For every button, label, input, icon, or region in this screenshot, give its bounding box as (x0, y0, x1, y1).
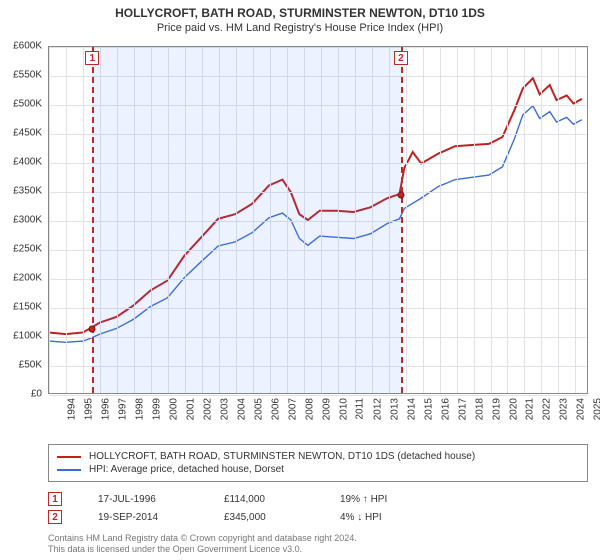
x-tick-label: 2002 (202, 398, 213, 420)
x-tick-label: 2021 (525, 398, 536, 420)
event-marker-line (401, 47, 403, 393)
x-tick-label: 2007 (287, 398, 298, 420)
x-tick-label: 2023 (559, 398, 570, 420)
y-tick-label: £250K (13, 244, 42, 255)
transaction-hpi-delta: 19% ↑ HPI (340, 494, 387, 505)
transaction-row: 2 19-SEP-2014 £345,000 4% ↓ HPI (48, 508, 588, 526)
y-tick-label: £350K (13, 186, 42, 197)
y-tick-label: £500K (13, 99, 42, 110)
legend-label: HPI: Average price, detached house, Dors… (89, 464, 284, 475)
legend-swatch (57, 469, 81, 471)
chart-title: HOLLYCROFT, BATH ROAD, STURMINSTER NEWTO… (0, 6, 600, 20)
highlight-band (92, 47, 401, 393)
x-tick-label: 1999 (151, 398, 162, 420)
x-tick-label: 2017 (457, 398, 468, 420)
y-tick-label: £100K (13, 331, 42, 342)
x-tick-label: 2014 (406, 398, 417, 420)
y-tick-label: £200K (13, 273, 42, 284)
plot-area: 12 (48, 46, 588, 394)
x-tick-label: 2006 (270, 398, 281, 420)
transaction-number-box: 2 (48, 510, 62, 524)
x-tick-label: 2019 (491, 398, 502, 420)
x-tick-label: 2008 (304, 398, 315, 420)
footer-attribution: Contains HM Land Registry data © Crown c… (48, 533, 357, 556)
x-tick-label: 2013 (389, 398, 400, 420)
footer-line-1: Contains HM Land Registry data © Crown c… (48, 533, 357, 545)
x-tick-label: 2025 (593, 398, 600, 420)
transactions-table: 1 17-JUL-1996 £114,000 19% ↑ HPI 2 19-SEP-201… (48, 490, 588, 526)
y-tick-label: £400K (13, 157, 42, 168)
y-tick-label: £600K (13, 41, 42, 52)
legend: HOLLYCROFT, BATH ROAD, STURMINSTER NEWTO… (48, 444, 588, 482)
y-tick-label: £150K (13, 302, 42, 313)
legend-label: HOLLYCROFT, BATH ROAD, STURMINSTER NEWTO… (89, 451, 475, 462)
x-tick-label: 2016 (440, 398, 451, 420)
y-tick-label: £300K (13, 215, 42, 226)
transaction-date: 17-JUL-1996 (98, 494, 188, 505)
footer-line-2: This data is licensed under the Open Gov… (48, 544, 357, 556)
x-tick-label: 1997 (117, 398, 128, 420)
y-tick-label: £0 (31, 389, 42, 400)
x-tick-label: 2005 (253, 398, 264, 420)
transaction-price: £345,000 (224, 512, 304, 523)
x-tick-label: 2018 (474, 398, 485, 420)
event-price-dot (89, 325, 96, 332)
y-axis-labels: £0£50K£100K£150K£200K£250K£300K£350K£400… (0, 46, 46, 394)
transaction-number-box: 1 (48, 492, 62, 506)
y-tick-label: £50K (19, 360, 42, 371)
x-tick-label: 2009 (321, 398, 332, 420)
x-axis-labels: 1994 1995 1996 1997 1998 1999 2000 2001 2002 2003… (48, 394, 588, 442)
x-tick-label: 2000 (168, 398, 179, 420)
titles: HOLLYCROFT, BATH ROAD, STURMINSTER NEWTO… (0, 0, 600, 34)
x-tick-label: 2015 (423, 398, 434, 420)
event-price-dot (397, 191, 404, 198)
x-tick-label: 2001 (185, 398, 196, 420)
transaction-hpi-delta: 4% ↓ HPI (340, 512, 382, 523)
x-tick-label: 2011 (354, 398, 365, 420)
x-tick-label: 1998 (134, 398, 145, 420)
chart-subtitle: Price paid vs. HM Land Registry's House … (0, 22, 600, 34)
event-number-box: 2 (394, 51, 408, 65)
x-tick-label: 2024 (576, 398, 587, 420)
legend-swatch (57, 456, 81, 458)
x-tick-label: 1996 (100, 398, 111, 420)
event-number-box: 1 (85, 51, 99, 65)
x-tick-label: 2022 (542, 398, 553, 420)
y-tick-label: £450K (13, 128, 42, 139)
x-tick-label: 1995 (83, 398, 94, 420)
transaction-price: £114,000 (224, 494, 304, 505)
legend-row: HOLLYCROFT, BATH ROAD, STURMINSTER NEWTO… (57, 451, 579, 462)
legend-row: HPI: Average price, detached house, Dors… (57, 464, 579, 475)
x-tick-label: 2020 (508, 398, 519, 420)
x-tick-label: 1994 (66, 398, 77, 420)
transaction-date: 19-SEP-2014 (98, 512, 188, 523)
event-marker-line (92, 47, 94, 393)
transaction-row: 1 17-JUL-1996 £114,000 19% ↑ HPI (48, 490, 588, 508)
y-tick-label: £550K (13, 70, 42, 81)
x-tick-label: 2003 (219, 398, 230, 420)
x-tick-label: 2010 (338, 398, 349, 420)
x-tick-label: 2004 (236, 398, 247, 420)
x-tick-label: 2012 (372, 398, 383, 420)
chart-container: HOLLYCROFT, BATH ROAD, STURMINSTER NEWTO… (0, 0, 600, 560)
